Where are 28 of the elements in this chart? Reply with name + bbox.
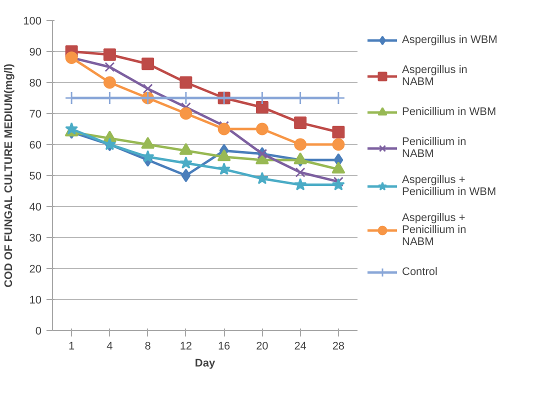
x-tick-label: 4 <box>106 340 113 352</box>
y-tick-label: 100 <box>23 16 42 28</box>
y-tick-label: 60 <box>29 140 42 152</box>
legend-label: Penicillium in NABM <box>402 136 466 160</box>
x-tick-label: 12 <box>180 340 192 352</box>
y-tick-label: 80 <box>29 78 42 90</box>
x-axis-title: Day <box>194 358 216 370</box>
x-tick-label: 16 <box>218 340 230 352</box>
y-tick-label: 30 <box>29 232 42 244</box>
legend-label: Aspergillus in NABM <box>402 64 468 88</box>
x-tick-label: 28 <box>332 340 345 352</box>
legend-label: Penicillium in WBM <box>402 106 496 118</box>
y-tick-label: 40 <box>29 202 42 214</box>
y-tick-label: 70 <box>29 108 42 120</box>
y-axis-title: COD OF FUNGAL CULTURE MEDIUM(mg/l) <box>3 63 16 288</box>
y-tick-label: 90 <box>29 46 42 58</box>
x-tick-label: 24 <box>294 340 306 352</box>
x-tick-label: 8 <box>144 340 151 352</box>
y-tick-label: 10 <box>29 294 42 306</box>
legend-label: Control <box>402 266 438 278</box>
y-tick-label: 20 <box>29 264 42 276</box>
y-tick-label: 0 <box>35 326 42 338</box>
legend-label: Aspergillus + Penicillium in NABM <box>402 212 466 248</box>
legend-label: Aspergillus + Penicillium in WBM <box>402 174 496 198</box>
x-tick-label: 1 <box>68 340 75 352</box>
x-tick-label: 20 <box>256 340 268 352</box>
legend-label: Aspergillus in WBM <box>402 34 498 46</box>
y-tick-label: 50 <box>29 170 42 182</box>
